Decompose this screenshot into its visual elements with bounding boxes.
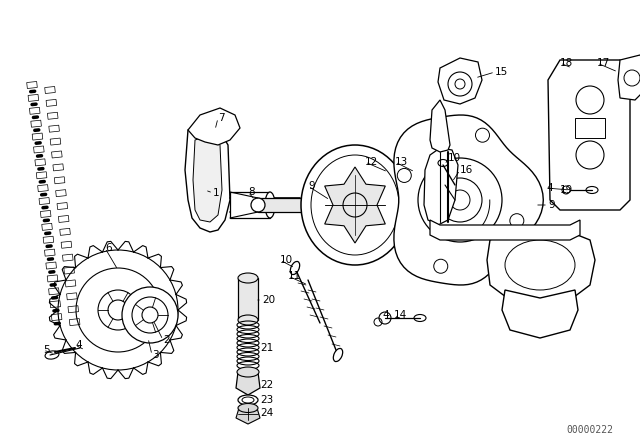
- Polygon shape: [324, 167, 385, 243]
- Ellipse shape: [265, 192, 275, 218]
- Text: 2: 2: [163, 335, 170, 345]
- Text: 7: 7: [218, 113, 225, 123]
- Text: 17: 17: [597, 58, 611, 68]
- Polygon shape: [430, 220, 580, 240]
- Polygon shape: [188, 108, 240, 145]
- Ellipse shape: [238, 404, 258, 413]
- Polygon shape: [430, 100, 450, 152]
- Text: 9: 9: [548, 200, 555, 210]
- Text: 8: 8: [248, 187, 255, 197]
- Circle shape: [122, 287, 178, 343]
- Text: 4: 4: [546, 183, 552, 193]
- Ellipse shape: [242, 397, 254, 403]
- Polygon shape: [424, 148, 458, 225]
- Polygon shape: [548, 60, 630, 210]
- Text: 10: 10: [280, 255, 293, 265]
- Text: 13: 13: [395, 157, 408, 167]
- Ellipse shape: [303, 198, 317, 212]
- Text: 14: 14: [394, 310, 407, 320]
- Polygon shape: [502, 290, 578, 338]
- Text: 18: 18: [560, 58, 573, 68]
- Text: 22: 22: [260, 380, 273, 390]
- Polygon shape: [394, 115, 543, 285]
- Ellipse shape: [251, 198, 265, 212]
- Polygon shape: [238, 278, 258, 320]
- Text: 24: 24: [260, 408, 273, 418]
- Text: 4: 4: [382, 310, 388, 320]
- Ellipse shape: [237, 367, 259, 377]
- Text: 11: 11: [288, 271, 301, 281]
- Text: 00000222: 00000222: [566, 425, 614, 435]
- Polygon shape: [230, 192, 270, 218]
- Polygon shape: [236, 408, 260, 424]
- Text: 12: 12: [365, 157, 378, 167]
- Ellipse shape: [238, 395, 258, 405]
- Text: 4: 4: [75, 340, 82, 350]
- Text: 5: 5: [43, 345, 50, 355]
- Ellipse shape: [291, 262, 300, 275]
- Text: 10: 10: [448, 153, 461, 163]
- Polygon shape: [258, 198, 310, 212]
- Ellipse shape: [238, 273, 258, 283]
- Text: 19: 19: [560, 185, 573, 195]
- Text: 3: 3: [152, 350, 159, 360]
- Text: 6: 6: [105, 243, 111, 253]
- Ellipse shape: [301, 145, 409, 265]
- Text: 21: 21: [260, 343, 273, 353]
- Polygon shape: [618, 55, 640, 100]
- Polygon shape: [487, 230, 595, 305]
- Polygon shape: [236, 372, 260, 395]
- Text: 23: 23: [260, 395, 273, 405]
- Text: 15: 15: [495, 67, 508, 77]
- Text: 1: 1: [213, 188, 220, 198]
- Ellipse shape: [333, 349, 342, 362]
- Text: 20: 20: [262, 295, 275, 305]
- Polygon shape: [193, 135, 222, 222]
- Polygon shape: [185, 122, 230, 232]
- Text: 16: 16: [460, 165, 473, 175]
- Polygon shape: [438, 58, 482, 104]
- Ellipse shape: [238, 315, 258, 325]
- Text: 9: 9: [308, 181, 315, 191]
